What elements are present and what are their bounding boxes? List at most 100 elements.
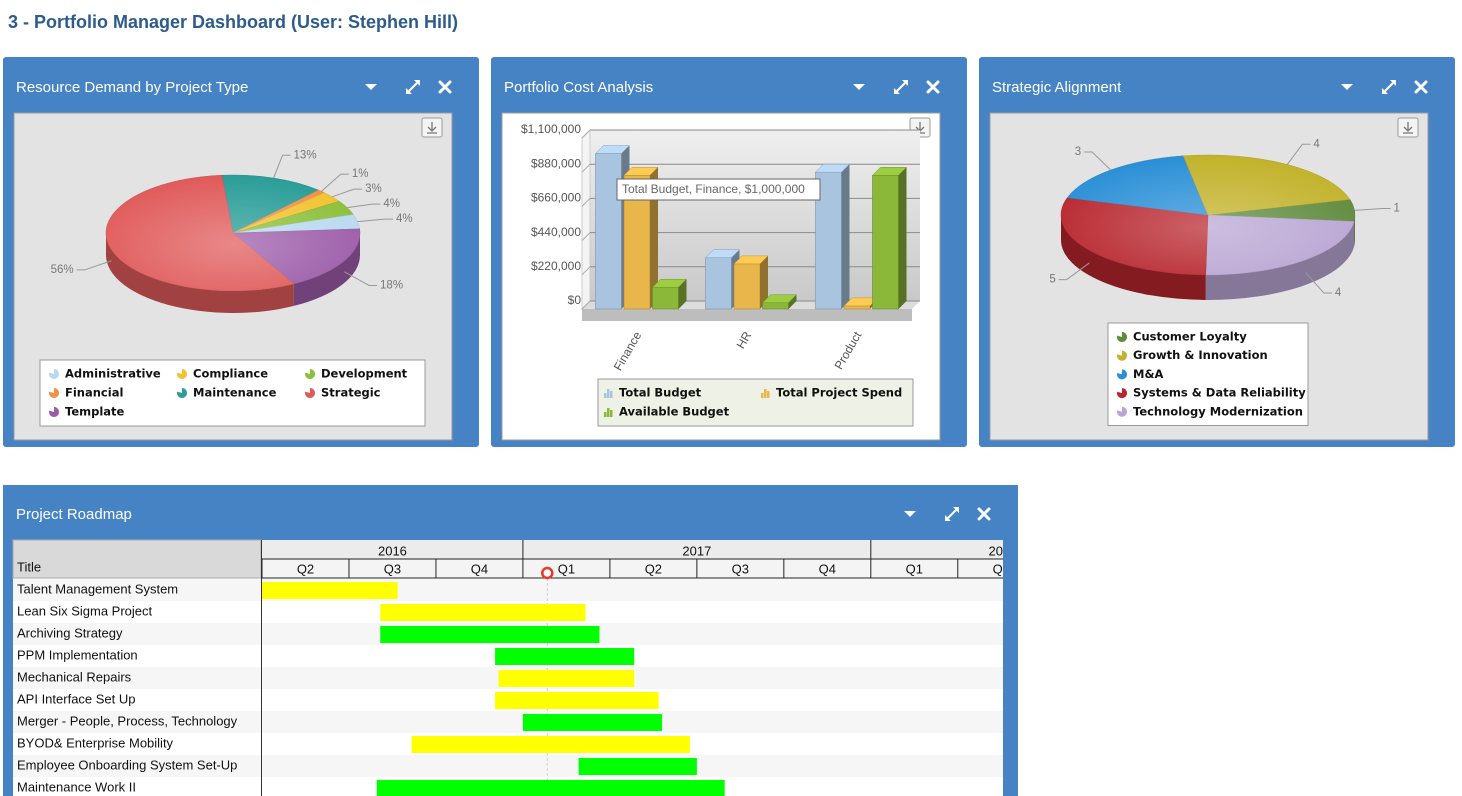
gantt-bar bbox=[376, 780, 725, 796]
grid-line bbox=[581, 300, 591, 310]
today-marker bbox=[541, 566, 554, 580]
pie-slice-side bbox=[106, 233, 294, 313]
side-wall bbox=[581, 128, 591, 311]
maximize-icon bbox=[408, 82, 418, 92]
leader-line bbox=[273, 154, 291, 179]
gantt-bar bbox=[380, 604, 586, 621]
quarter-label: Q2 bbox=[297, 561, 314, 576]
leader-line bbox=[332, 188, 363, 198]
pie-slice-side bbox=[1205, 221, 1355, 300]
row-title: Lean Six Sigma Project bbox=[17, 603, 153, 618]
y-tick-label: $660,000 bbox=[531, 191, 581, 205]
bar-front bbox=[843, 305, 871, 310]
legend-label: Maintenance bbox=[193, 386, 277, 400]
maximize-button[interactable] bbox=[406, 80, 420, 94]
collapse-button[interactable] bbox=[853, 84, 865, 90]
gantt-bar bbox=[411, 736, 690, 753]
bar-side bbox=[678, 279, 687, 309]
legend-label: Available Budget bbox=[619, 405, 730, 419]
legend-icon bbox=[610, 410, 613, 417]
leader-line bbox=[1354, 208, 1391, 211]
legend-label: Growth & Innovation bbox=[1133, 348, 1268, 362]
legend-label: Template bbox=[65, 405, 125, 419]
year-label: 2017 bbox=[682, 543, 711, 558]
download-button[interactable] bbox=[1397, 117, 1419, 138]
column-title: Title bbox=[17, 559, 41, 574]
leader-line bbox=[76, 260, 112, 271]
maximize-icon bbox=[894, 80, 908, 94]
gantt-timeline: 2016 2017 20 Q2 Q3 Q4 Q1 Q2 Q3 Q4 Q1 Q2 bbox=[262, 540, 1010, 796]
close-button[interactable] bbox=[977, 507, 991, 521]
tooltip: Total Budget, Finance, $1,000,000 bbox=[622, 182, 805, 196]
row-title: BYOD& Enterprise Mobility bbox=[17, 735, 174, 750]
legend-box bbox=[597, 378, 914, 427]
slice-label: 4 bbox=[1313, 138, 1320, 150]
slice-label: 3 bbox=[1075, 146, 1081, 158]
leader-line bbox=[1286, 143, 1311, 165]
slice-label: 1 bbox=[1393, 203, 1399, 215]
row-title: API Interface Set Up bbox=[17, 691, 136, 706]
y-tick-label: $440,000 bbox=[531, 225, 581, 239]
legend-label: Technology Modernization bbox=[1133, 404, 1303, 418]
gantt-row bbox=[13, 711, 1003, 733]
legend-label: Strategic bbox=[321, 386, 381, 400]
legend-icon bbox=[761, 393, 764, 398]
bar-front bbox=[652, 286, 679, 310]
slice-label: 4% bbox=[396, 213, 413, 225]
legend-label: Systems & Data Reliability bbox=[1133, 386, 1306, 400]
maximize-icon bbox=[1382, 80, 1396, 94]
maximize-button[interactable] bbox=[1382, 80, 1396, 94]
bar-side bbox=[898, 167, 907, 309]
row-title: Employee Onboarding System Set-Up bbox=[17, 757, 237, 772]
bar-front bbox=[733, 263, 761, 310]
page-title: 3 - Portfolio Manager Dashboard (User: S… bbox=[8, 12, 458, 32]
quarter-label: Q3 bbox=[384, 561, 401, 576]
maximize-icon bbox=[896, 82, 906, 92]
leader-line bbox=[344, 271, 378, 286]
maximize-button[interactable] bbox=[945, 507, 959, 521]
year-label: 20 bbox=[989, 543, 1003, 558]
collapse-button[interactable] bbox=[1341, 84, 1353, 90]
row-title: Talent Management System bbox=[17, 581, 178, 596]
bar-side bbox=[760, 255, 768, 309]
panel-title: Project Roadmap bbox=[16, 506, 132, 523]
bar-front bbox=[595, 153, 622, 310]
close-button[interactable] bbox=[1414, 80, 1428, 94]
close-button[interactable] bbox=[438, 80, 452, 94]
legend-label: Compliance bbox=[193, 367, 268, 381]
quarter-label: Q2 bbox=[993, 561, 1010, 576]
bar-side bbox=[788, 294, 797, 309]
maximize-icon bbox=[406, 80, 420, 94]
gantt-bar bbox=[380, 626, 600, 643]
row-title: Mechanical Repairs bbox=[17, 669, 132, 684]
collapse-button[interactable] bbox=[365, 84, 377, 90]
legend-icon bbox=[607, 389, 610, 398]
slice-label: 18% bbox=[380, 280, 403, 292]
pie-slice-side bbox=[1061, 215, 1206, 300]
collapse-button[interactable] bbox=[904, 511, 916, 517]
slice-label: 56% bbox=[51, 264, 74, 276]
legend-icon bbox=[1117, 406, 1127, 417]
legend-box bbox=[1107, 322, 1309, 426]
quarter-label: Q4 bbox=[471, 561, 488, 576]
download-button[interactable] bbox=[421, 117, 443, 138]
legend-icon bbox=[177, 369, 187, 380]
grid-line bbox=[581, 198, 591, 207]
gantt-bar bbox=[498, 670, 635, 687]
legend-icon bbox=[305, 369, 316, 379]
gantt-column-header bbox=[12, 539, 262, 579]
year-label: 2016 bbox=[378, 543, 407, 558]
gantt-row bbox=[13, 579, 1003, 601]
slice-label: 5 bbox=[1049, 274, 1055, 286]
legend-icon bbox=[49, 369, 60, 379]
leader-line bbox=[357, 218, 393, 223]
close-button[interactable] bbox=[926, 80, 940, 94]
y-tick-label: $880,000 bbox=[531, 156, 581, 170]
legend-icon bbox=[305, 388, 316, 398]
legend-label: Administrative bbox=[65, 367, 161, 381]
legend-icon bbox=[49, 388, 60, 398]
legend-label: Total Budget bbox=[619, 386, 702, 400]
maximize-button[interactable] bbox=[894, 80, 908, 94]
leader-line bbox=[1304, 272, 1332, 294]
